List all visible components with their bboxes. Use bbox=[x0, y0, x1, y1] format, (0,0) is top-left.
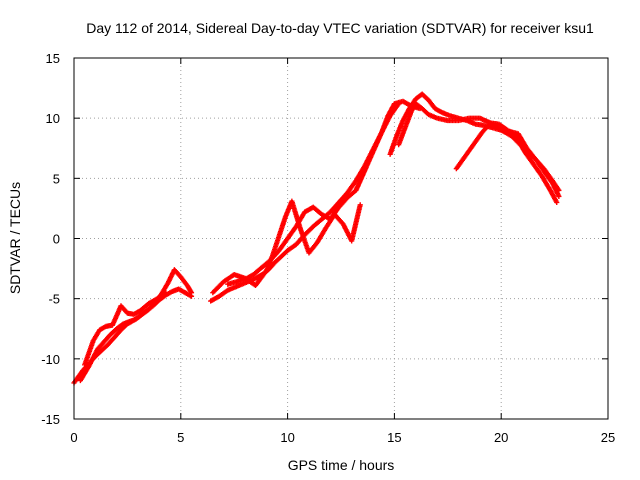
x-tick-label: 0 bbox=[70, 430, 77, 445]
x-tick-label: 15 bbox=[387, 430, 401, 445]
data-point bbox=[163, 290, 169, 296]
x-tick-label: 20 bbox=[494, 430, 508, 445]
y-tick-label: 0 bbox=[53, 232, 60, 247]
data-point bbox=[357, 202, 363, 208]
data-points bbox=[71, 91, 562, 386]
series-sat-b bbox=[77, 267, 195, 384]
series-sat-f bbox=[225, 98, 423, 287]
x-axis-label: GPS time / hours bbox=[288, 457, 395, 473]
y-tick-label: 5 bbox=[53, 171, 60, 186]
series-sat-h bbox=[396, 101, 562, 193]
y-axis-label: SDTVAR / TECUs bbox=[7, 182, 23, 294]
y-tick-label: 10 bbox=[46, 111, 60, 126]
x-tick-label: 25 bbox=[601, 430, 615, 445]
plot-frame bbox=[73, 57, 609, 420]
series-sat-c bbox=[82, 290, 169, 368]
y-tick-label: -5 bbox=[48, 292, 60, 307]
data-point bbox=[554, 199, 560, 205]
chart-title: Day 112 of 2014, Sidereal Day-to-day VTE… bbox=[86, 20, 594, 36]
series-sat-i bbox=[453, 120, 560, 205]
data-point bbox=[556, 193, 562, 199]
y-tick-label: 15 bbox=[46, 51, 60, 66]
y-tick-label: -15 bbox=[41, 412, 60, 427]
data-point bbox=[556, 187, 562, 193]
grid bbox=[74, 58, 608, 419]
x-tick-label: 10 bbox=[280, 430, 294, 445]
series-sat-a bbox=[71, 286, 195, 386]
axis-ticks: 0 5 10 15 20 25 -15 -10 -5 0 5 10 15 bbox=[41, 51, 615, 445]
x-tick-label: 5 bbox=[177, 430, 184, 445]
y-tick-label: -10 bbox=[41, 352, 60, 367]
data-point bbox=[188, 290, 195, 296]
